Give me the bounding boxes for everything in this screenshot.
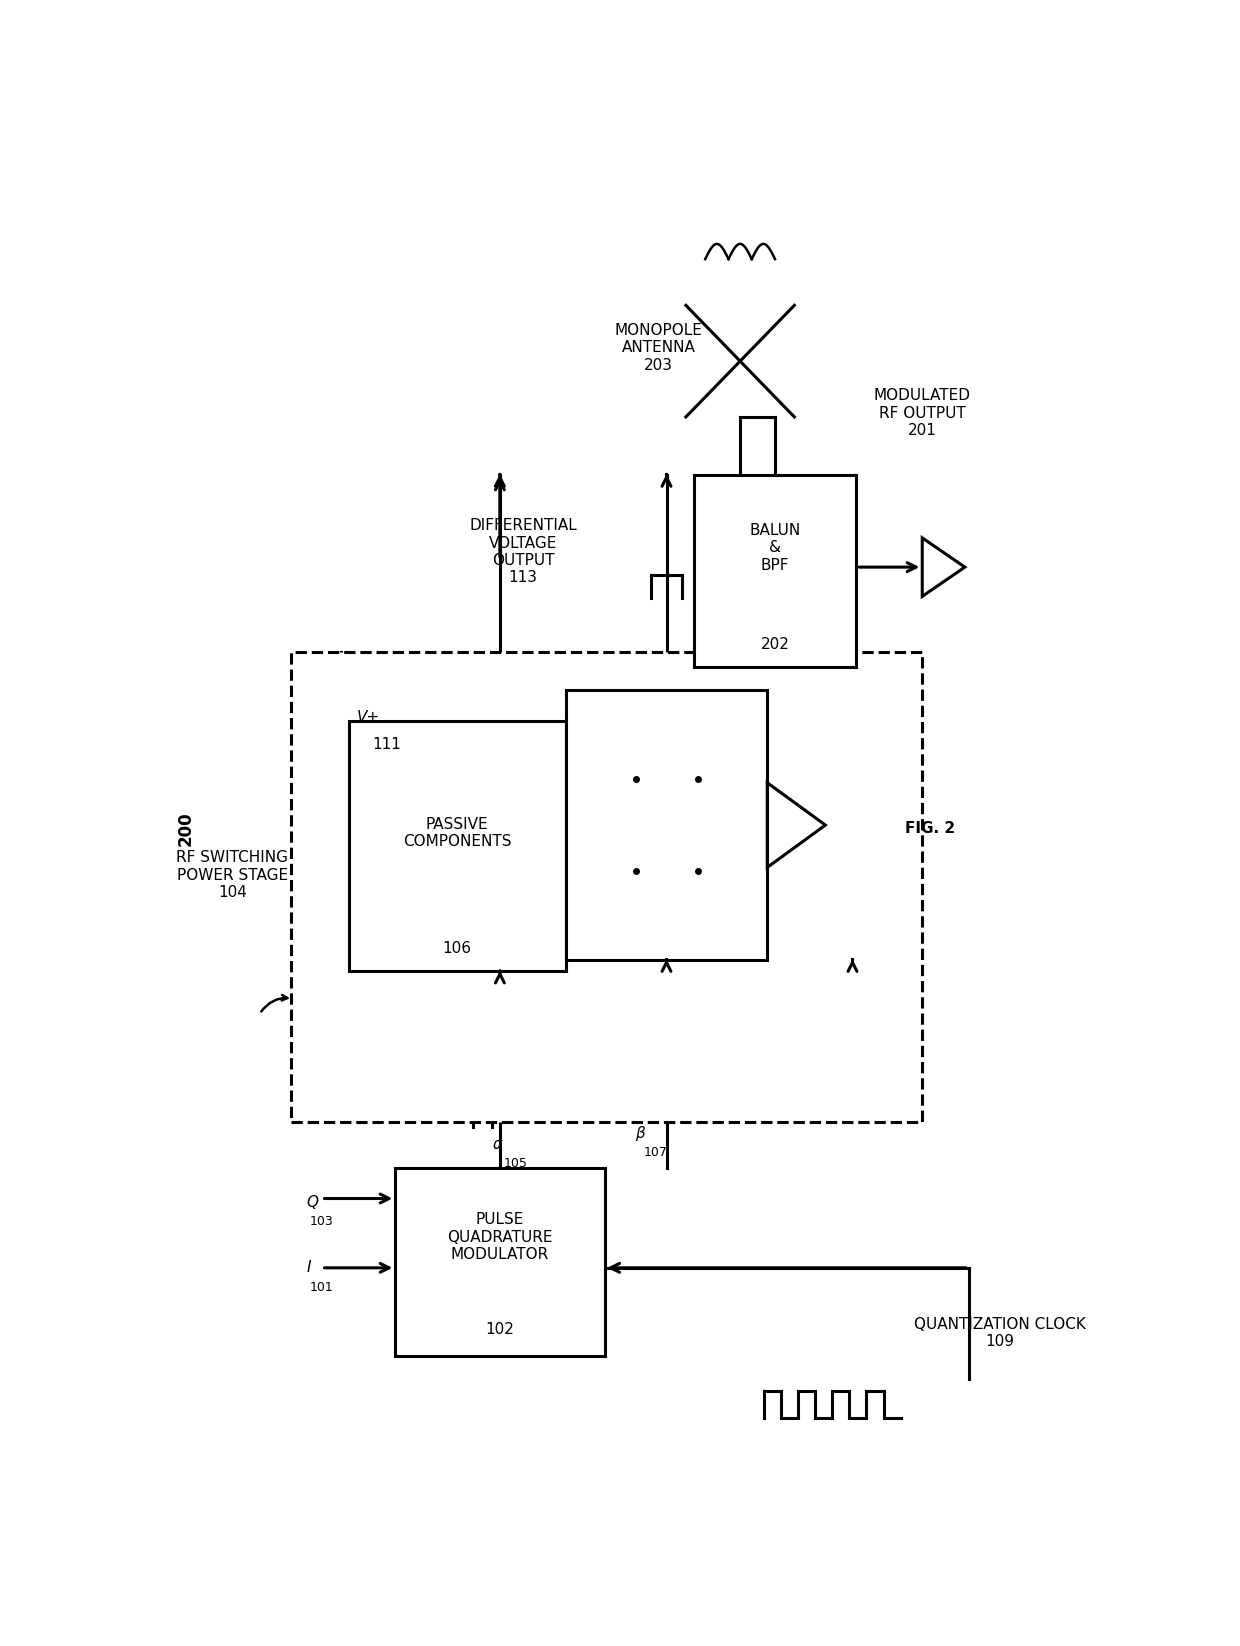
Text: FIG. 2: FIG. 2	[905, 821, 955, 836]
Text: 106: 106	[443, 942, 471, 956]
Text: MONOPOLE
ANTENNA
203: MONOPOLE ANTENNA 203	[615, 323, 703, 372]
Text: 107: 107	[644, 1146, 667, 1159]
Text: MODULATED
RF OUTPUT
201: MODULATED RF OUTPUT 201	[874, 388, 971, 438]
Text: 200: 200	[177, 811, 195, 846]
Text: α: α	[492, 1137, 502, 1152]
Bar	[348, 721, 565, 971]
Text: V+: V+	[357, 709, 379, 724]
Bar	[290, 652, 923, 1121]
Bar	[396, 1167, 605, 1356]
Bar	[693, 474, 857, 667]
Bar	[565, 690, 768, 960]
Text: BALUN
&
BPF: BALUN & BPF	[749, 523, 801, 573]
Text: 202: 202	[760, 637, 790, 652]
Text: DIFFERENTIAL
VOLTAGE
OUTPUT
113: DIFFERENTIAL VOLTAGE OUTPUT 113	[469, 518, 577, 586]
Text: 103: 103	[310, 1215, 334, 1228]
Text: QUANTIZATION CLOCK
109: QUANTIZATION CLOCK 109	[914, 1317, 1086, 1350]
Text: PULSE
QUADRATURE
MODULATOR: PULSE QUADRATURE MODULATOR	[448, 1211, 553, 1262]
Text: 105: 105	[503, 1157, 528, 1170]
Text: I: I	[306, 1261, 311, 1276]
Text: 111: 111	[372, 737, 401, 752]
Bar	[306, 675, 782, 1103]
Text: PASSIVE
COMPONENTS: PASSIVE COMPONENTS	[403, 816, 511, 849]
Text: 101: 101	[310, 1281, 334, 1294]
Text: Q: Q	[306, 1195, 319, 1210]
Text: 102: 102	[485, 1322, 515, 1337]
Text: β: β	[635, 1126, 645, 1141]
Text: RF SWITCHING
POWER STAGE
104: RF SWITCHING POWER STAGE 104	[176, 851, 289, 900]
